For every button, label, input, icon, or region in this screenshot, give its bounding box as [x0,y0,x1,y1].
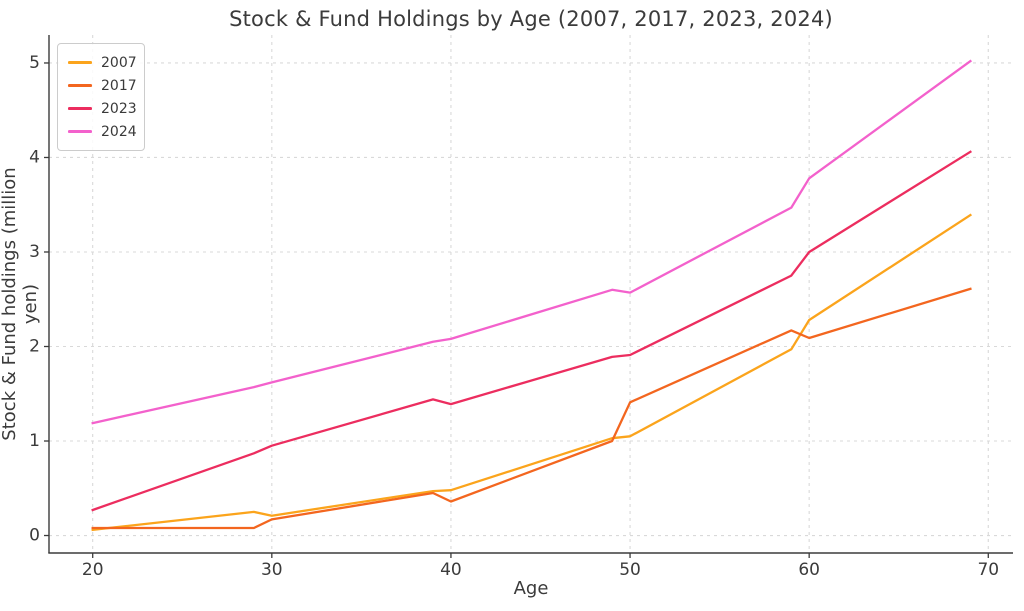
series-line-2007 [91,213,972,532]
legend-swatch-2024 [68,130,92,133]
series-line-2017 [91,287,972,530]
x-tick-label: 60 [798,560,820,580]
legend-item-2007: 2007 [68,51,144,74]
legend: 2007 2017 2023 2024 [57,43,145,151]
series-line-2023 [91,150,972,512]
y-tick-label: 3 [29,242,40,262]
x-tick-label: 70 [977,560,999,580]
legend-swatch-2007 [68,61,92,64]
y-axis-label-text: Stock & Fund holdings (million yen) [0,167,41,441]
legend-item-2023: 2023 [68,97,144,120]
x-tick-label: 30 [261,560,283,580]
legend-item-2024: 2024 [68,120,144,143]
legend-label: 2007 [101,54,137,71]
x-axis-label: Age [513,578,549,599]
legend-label: 2017 [101,77,137,94]
legend-swatch-2017 [68,84,92,87]
y-tick-label: 5 [29,53,40,73]
y-axis-label: Stock & Fund holdings (million yen) [0,154,41,454]
y-tick-label: 4 [29,147,40,167]
y-tick-label: 2 [29,336,40,356]
y-tick-label: 1 [29,431,40,451]
x-tick-label: 20 [82,560,104,580]
x-tick-label: 50 [619,560,641,580]
legend-swatch-2023 [68,107,92,110]
x-tick-label: 40 [440,560,462,580]
legend-label: 2024 [101,123,137,140]
legend-label: 2023 [101,100,137,117]
y-tick-label: 0 [29,526,40,546]
series-line-2024 [91,59,973,425]
legend-item-2017: 2017 [68,74,144,97]
chart-title: Stock & Fund Holdings by Age (2007, 2017… [229,7,833,31]
